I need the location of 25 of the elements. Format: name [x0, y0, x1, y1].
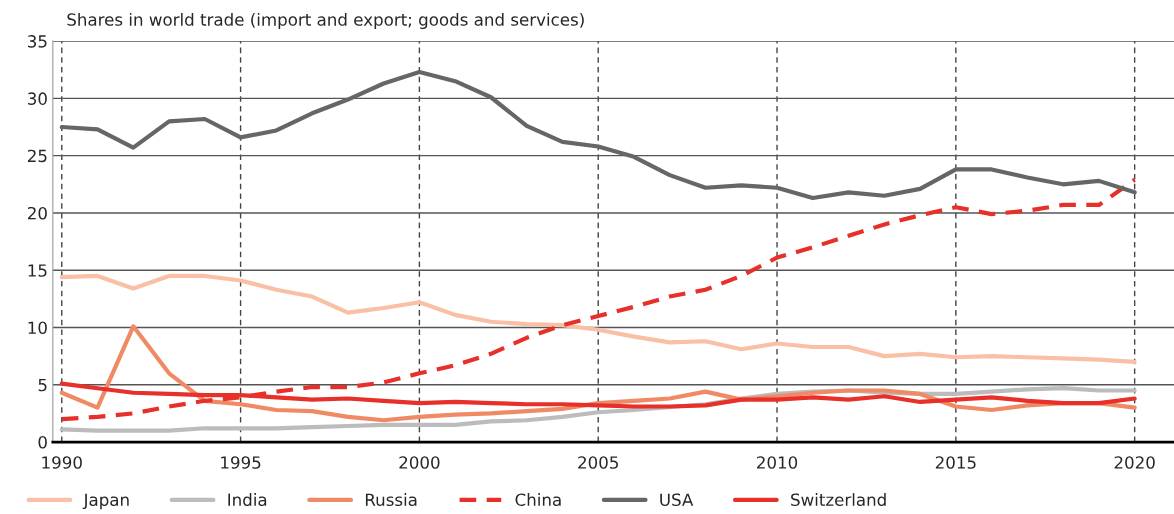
legend-label: India: [228, 493, 267, 507]
x-tick-label: 1990: [42, 456, 82, 469]
y-tick-label: 10: [28, 321, 47, 335]
chart-title: Shares in world trade (import and export; goods and services): [67, 12, 584, 30]
legend-label: Russia: [365, 493, 417, 507]
legend-label: China: [515, 493, 561, 507]
x-tick-label: 2005: [578, 456, 618, 469]
legend-label: USA: [660, 493, 694, 507]
x-tick-label: 2015: [935, 456, 976, 469]
y-tick-label: 30: [28, 92, 47, 105]
line-series: [59, 69, 1137, 201]
legend-label: Switzerland: [791, 493, 886, 507]
y-tick-label: 25: [27, 149, 47, 163]
x-tick-label: 2020: [1114, 456, 1155, 469]
y-tick-label: 20: [27, 206, 47, 220]
y-tick-label: 0: [38, 436, 47, 449]
y-tick-label: 15: [28, 264, 47, 277]
line-series: [59, 177, 1137, 422]
legend-label: Japan: [82, 493, 129, 510]
x-tick-label: 2010: [757, 456, 798, 469]
line-series: [59, 273, 1137, 364]
y-tick-label: 5: [38, 378, 47, 392]
y-tick-label: 35: [28, 35, 47, 48]
x-tick-label: 1995: [221, 456, 261, 469]
x-tick-label: 2000: [399, 456, 440, 469]
